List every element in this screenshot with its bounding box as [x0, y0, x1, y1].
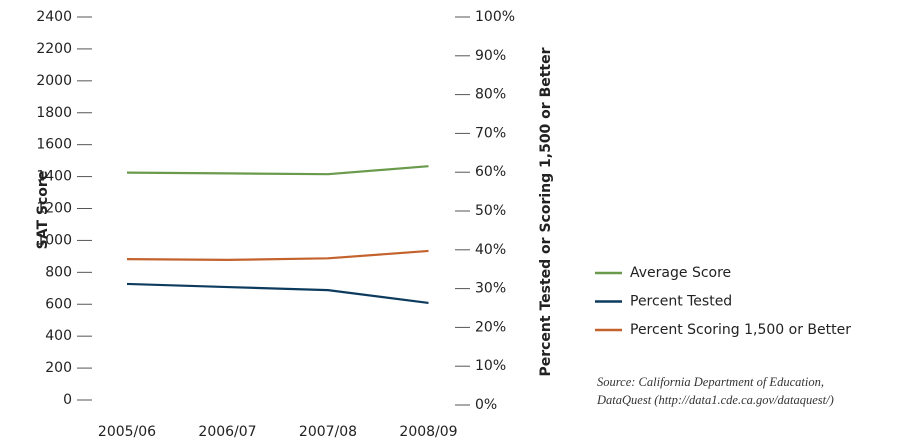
y-axis-title: SAT Score — [35, 171, 51, 250]
y-tick-label: 400 — [45, 328, 72, 344]
line-series — [126, 165, 429, 176]
y-tick-label: 600 — [45, 296, 72, 312]
legend-label: Percent Tested — [630, 294, 732, 310]
y2-tick-label: 0% — [475, 397, 497, 413]
legend-label: Percent Scoring 1,500 or Better — [630, 322, 851, 338]
y-tick-label: 2400 — [36, 9, 72, 25]
y-tick-label: 1800 — [36, 105, 72, 121]
y-tick-label: 2200 — [36, 41, 72, 57]
y2-tick-label: 90% — [475, 48, 506, 64]
y2-tick-label: 60% — [475, 164, 506, 180]
line-series — [126, 249, 429, 261]
y2-tick-label: 80% — [475, 87, 506, 103]
y-tick-label: 1600 — [36, 137, 72, 153]
x-tick-label: 2007/08 — [299, 424, 357, 440]
y-tick-label: 1200 — [36, 201, 72, 217]
y-tick-label: 1000 — [36, 232, 72, 248]
line-series — [126, 282, 429, 305]
y2-tick-label: 100% — [475, 9, 515, 25]
y2-tick-label: 50% — [475, 203, 506, 219]
x-tick-label: 2008/09 — [399, 424, 457, 440]
source-note: DataQuest (http://data1.cde.ca.gov/dataq… — [596, 393, 834, 407]
source-note: Source: California Department of Educati… — [597, 375, 824, 389]
y2-tick-label: 30% — [475, 281, 506, 297]
y2-tick-label: 10% — [475, 358, 506, 374]
y2-axis-title: Percent Tested or Scoring 1,500 or Bette… — [538, 47, 554, 376]
x-tick-label: 2005/06 — [98, 424, 156, 440]
y-tick-label: 1400 — [36, 169, 72, 185]
y-tick-label: 0 — [63, 392, 72, 408]
legend-label: Average Score — [630, 265, 731, 281]
y2-tick-label: 20% — [475, 319, 506, 335]
y2-tick-label: 40% — [475, 242, 506, 258]
y-tick-label: 2000 — [36, 73, 72, 89]
y-tick-label: 200 — [45, 360, 72, 376]
y2-tick-label: 70% — [475, 125, 506, 141]
y-tick-label: 800 — [45, 264, 72, 280]
x-tick-label: 2006/07 — [198, 424, 256, 440]
